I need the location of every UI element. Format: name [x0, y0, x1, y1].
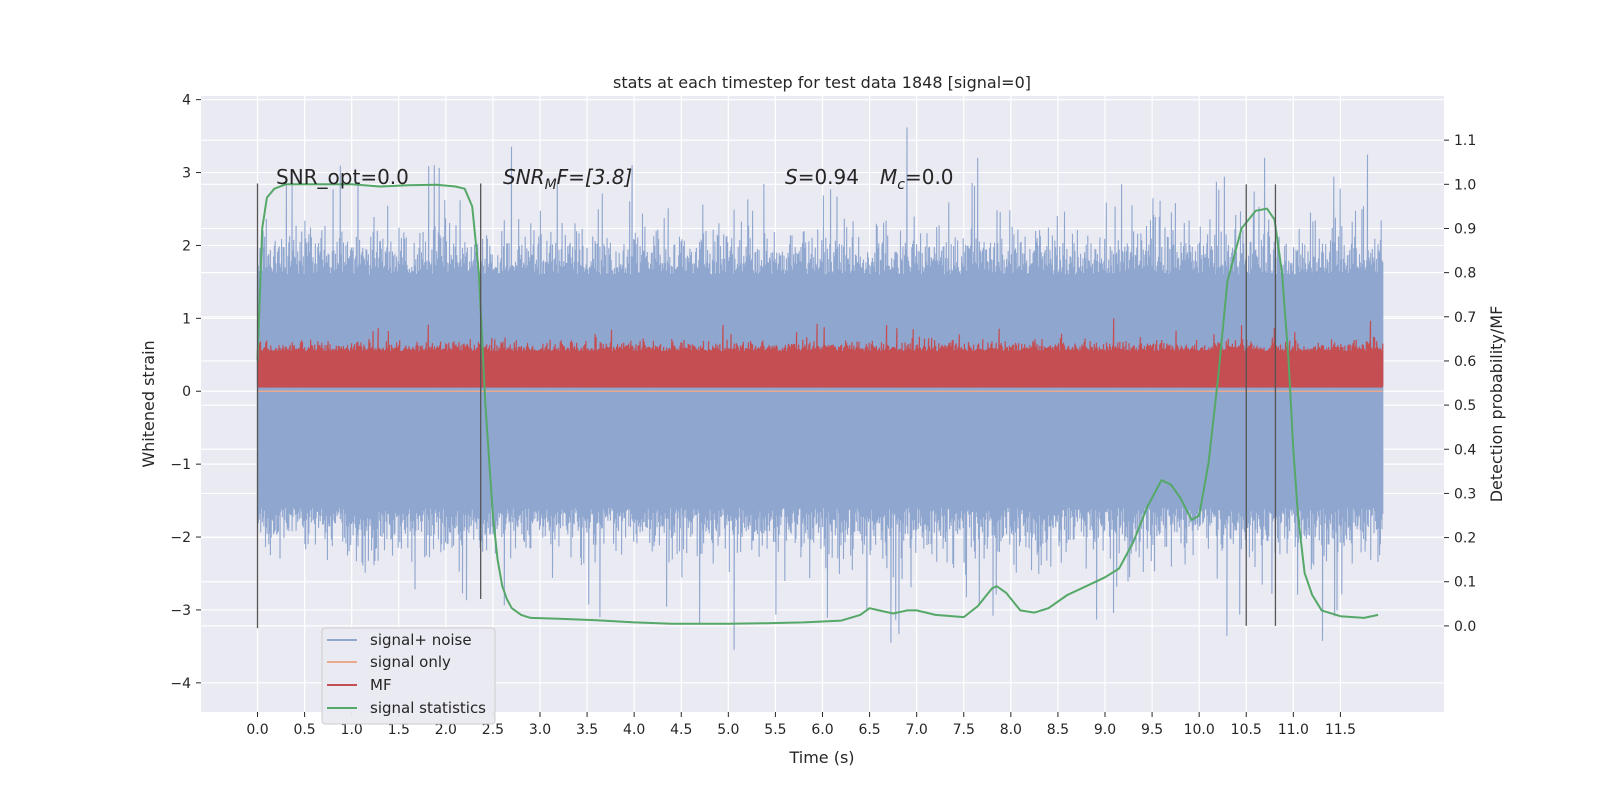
y2-tick-label-0: 1.1: [1454, 133, 1476, 149]
y-tick-label-2: 2: [182, 238, 191, 254]
legend: signal+ noise signal only MF signal stat…: [321, 627, 496, 725]
mc-sub: c: [897, 177, 905, 193]
x-tick-label-22: 11.0: [1278, 722, 1309, 738]
y2-tick-label-9: 0.2: [1454, 531, 1476, 547]
y-tick-label-4: 0: [182, 384, 191, 400]
legend-label-mf: MF: [370, 676, 392, 694]
y-tick-label-5: −1: [170, 457, 191, 473]
x-tick-label-21: 10.5: [1231, 722, 1262, 738]
y2-tick-label-6: 0.5: [1454, 398, 1476, 414]
series-signal-statistics: [256, 183, 1379, 625]
legend-label-signal-statistics: signal statistics: [370, 699, 486, 717]
chart-title: stats at each timestep for test data 184…: [613, 73, 1031, 92]
y-tick-label-8: −4: [170, 676, 191, 692]
x-tick-label-19: 9.5: [1141, 722, 1163, 738]
mc-value: =0.0: [905, 165, 954, 189]
legend-label-signal-noise: signal+ noise: [370, 631, 472, 649]
x-axis-ticks: 0.0 0.5 1.0 1.5 2.0 2.5 3.0 3.5 4.0 4.5 5.0 5.5 6.0 6…: [246, 712, 1356, 738]
annotation-snr-opt: SNR_opt=0.0: [276, 165, 409, 189]
y2-axis-title: Detection probability/MF: [1487, 306, 1506, 503]
snr-mf-name: SNR: [503, 165, 545, 189]
x-tick-label-8: 4.0: [623, 722, 645, 738]
x-tick-label-20: 10.0: [1184, 722, 1215, 738]
y2-tick-label-5: 0.6: [1454, 354, 1476, 370]
s-name: S: [785, 165, 798, 189]
x-tick-label-12: 6.0: [811, 722, 833, 738]
annotation-s: S=0.94: [785, 165, 859, 189]
x-tick-label-18: 9.0: [1094, 722, 1116, 738]
mc-name: M: [880, 165, 897, 189]
y-tick-label-1: 3: [182, 166, 191, 182]
y-tick-label-6: −2: [170, 530, 191, 546]
annotation-snr-mf: SNRMF=[3.8]: [503, 165, 632, 193]
x-tick-label-0: 0.0: [246, 722, 268, 738]
legend-box: [321, 627, 496, 725]
y2-tick-label-4: 0.7: [1454, 310, 1476, 326]
x-tick-label-11: 5.5: [764, 722, 786, 738]
y2-axis-ticks: 1.1 1.0 0.9 0.8 0.7 0.6 0.5 0.4 0.3 0.2 0.1 0.0: [1444, 133, 1476, 635]
x-tick-label-13: 6.5: [858, 722, 880, 738]
x-tick-label-3: 1.5: [388, 722, 410, 738]
snr-mf-sub: M: [545, 177, 557, 193]
x-tick-label-14: 7.0: [906, 722, 928, 738]
x-tick-label-4: 2.0: [435, 722, 457, 738]
snr-mf-rest: F=[3.8]: [557, 165, 633, 189]
vertical-markers: [256, 183, 1277, 629]
x-tick-label-6: 3.0: [529, 722, 551, 738]
x-tick-label-23: 11.5: [1325, 722, 1356, 738]
y-axis-ticks: 4 3 2 1 0 −1 −2 −3 −4: [170, 93, 201, 692]
x-axis-title: Time (s): [788, 748, 854, 767]
y2-tick-label-11: 0.0: [1454, 619, 1476, 635]
y-tick-label-7: −3: [170, 603, 191, 619]
y2-tick-label-2: 0.9: [1454, 221, 1476, 237]
x-tick-label-2: 1.0: [341, 722, 363, 738]
y2-tick-label-1: 1.0: [1454, 177, 1476, 193]
x-tick-label-9: 4.5: [670, 722, 692, 738]
series-layer: [256, 127, 1384, 650]
x-tick-label-5: 2.5: [482, 722, 504, 738]
x-tick-label-1: 0.5: [293, 722, 315, 738]
y2-tick-label-7: 0.4: [1454, 442, 1476, 458]
series-mf: [256, 318, 1384, 388]
y2-tick-label-3: 0.8: [1454, 266, 1476, 282]
y2-tick-label-8: 0.3: [1454, 486, 1476, 502]
s-value: =0.94: [798, 165, 859, 189]
legend-label-signal-only: signal only: [370, 653, 451, 671]
annotation-mc: Mc=0.0: [880, 165, 954, 193]
y-tick-label-0: 4: [182, 93, 191, 109]
x-tick-label-7: 3.5: [576, 722, 598, 738]
y2-tick-label-10: 0.1: [1454, 575, 1476, 591]
y-axis-title: Whitened strain: [139, 340, 158, 467]
x-tick-label-15: 7.5: [953, 722, 975, 738]
x-tick-label-10: 5.0: [717, 722, 739, 738]
y-tick-label-3: 1: [182, 311, 191, 327]
x-tick-label-16: 8.0: [1000, 722, 1022, 738]
x-tick-label-17: 8.5: [1047, 722, 1069, 738]
